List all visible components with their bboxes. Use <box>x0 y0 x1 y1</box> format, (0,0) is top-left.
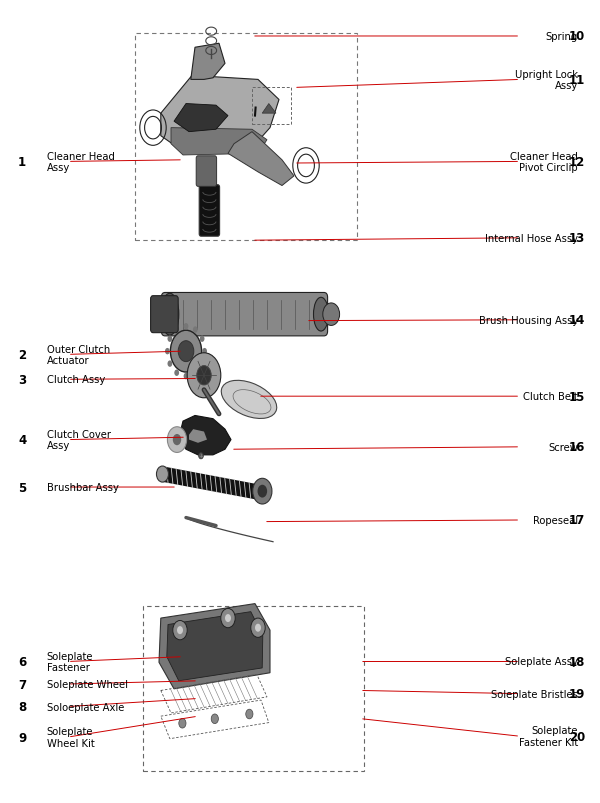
Polygon shape <box>228 132 294 186</box>
Circle shape <box>184 373 188 380</box>
Text: Soleplate
Fastener Kit: Soleplate Fastener Kit <box>518 726 578 747</box>
Text: Spring: Spring <box>545 32 578 42</box>
Text: Soleplate Bristles: Soleplate Bristles <box>491 689 578 699</box>
Text: Soloeplate Axle: Soloeplate Axle <box>47 702 124 711</box>
Bar <box>143 606 364 771</box>
Circle shape <box>178 341 194 362</box>
FancyBboxPatch shape <box>196 157 217 187</box>
Text: 15: 15 <box>569 390 585 403</box>
Circle shape <box>200 336 205 342</box>
Circle shape <box>197 366 211 385</box>
Circle shape <box>184 324 188 330</box>
Circle shape <box>253 479 272 504</box>
Text: 13: 13 <box>569 232 585 245</box>
Text: Soleplate
Fastener: Soleplate Fastener <box>47 651 94 672</box>
Circle shape <box>193 370 198 377</box>
FancyBboxPatch shape <box>161 293 328 336</box>
Circle shape <box>157 467 169 483</box>
Bar <box>135 34 357 241</box>
Text: 4: 4 <box>18 434 26 446</box>
Circle shape <box>221 609 235 628</box>
Circle shape <box>257 485 267 498</box>
Text: 11: 11 <box>569 74 585 87</box>
Polygon shape <box>167 612 263 681</box>
Text: Clutch Belt: Clutch Belt <box>523 392 578 402</box>
Text: Upright Lock
Assy: Upright Lock Assy <box>515 70 578 91</box>
Text: 12: 12 <box>569 156 585 169</box>
Polygon shape <box>191 44 225 80</box>
Text: Clutch Assy: Clutch Assy <box>47 375 105 385</box>
Text: Outer Clutch
Actuator: Outer Clutch Actuator <box>47 344 110 365</box>
Circle shape <box>225 614 231 622</box>
Circle shape <box>167 427 187 453</box>
Circle shape <box>170 331 202 373</box>
Circle shape <box>251 618 265 638</box>
Polygon shape <box>174 104 228 132</box>
Polygon shape <box>180 416 231 455</box>
Polygon shape <box>161 76 279 154</box>
Circle shape <box>173 434 181 446</box>
FancyBboxPatch shape <box>151 296 178 333</box>
Text: 5: 5 <box>18 481 26 494</box>
Text: 2: 2 <box>18 349 26 361</box>
Circle shape <box>177 626 183 634</box>
Circle shape <box>246 709 253 719</box>
Text: Brushbar Assy: Brushbar Assy <box>47 483 119 492</box>
Text: Cleaner Head
Pivot Circlip: Cleaner Head Pivot Circlip <box>510 152 578 173</box>
Text: 17: 17 <box>569 514 585 527</box>
Text: 14: 14 <box>569 314 585 327</box>
Circle shape <box>255 624 261 632</box>
Text: Soleplate Assy: Soleplate Assy <box>505 657 578 666</box>
Circle shape <box>211 714 218 724</box>
Text: 8: 8 <box>18 700 26 713</box>
Circle shape <box>167 336 172 342</box>
Circle shape <box>193 327 198 333</box>
Circle shape <box>173 621 187 640</box>
Text: 9: 9 <box>18 731 26 744</box>
Text: Soleplate
Wheel Kit: Soleplate Wheel Kit <box>47 727 95 748</box>
Polygon shape <box>262 104 276 114</box>
Circle shape <box>174 327 179 333</box>
Text: 6: 6 <box>18 655 26 668</box>
Text: 16: 16 <box>569 441 585 454</box>
Text: 10: 10 <box>569 31 585 43</box>
Text: 1: 1 <box>18 156 26 169</box>
Text: 3: 3 <box>18 373 26 386</box>
Ellipse shape <box>314 298 329 332</box>
Circle shape <box>167 361 172 367</box>
Circle shape <box>200 361 205 368</box>
Circle shape <box>165 349 170 355</box>
Ellipse shape <box>221 381 277 419</box>
Polygon shape <box>171 128 267 156</box>
Text: 18: 18 <box>569 655 585 668</box>
Circle shape <box>179 719 186 728</box>
Text: Soleplate Wheel: Soleplate Wheel <box>47 679 128 689</box>
Ellipse shape <box>161 294 179 336</box>
Text: 19: 19 <box>569 687 585 700</box>
Polygon shape <box>189 430 207 443</box>
Circle shape <box>187 353 221 398</box>
Text: Cleaner Head
Assy: Cleaner Head Assy <box>47 152 115 173</box>
FancyBboxPatch shape <box>199 185 220 237</box>
Text: Screw: Screw <box>548 442 578 452</box>
Text: 20: 20 <box>569 730 585 743</box>
Bar <box>252 88 291 124</box>
Circle shape <box>323 304 340 326</box>
Text: Ropeseal: Ropeseal <box>533 516 578 525</box>
Circle shape <box>199 453 203 459</box>
Text: Brush Housing Assy: Brush Housing Assy <box>479 316 578 325</box>
Polygon shape <box>159 604 270 689</box>
Circle shape <box>202 349 207 355</box>
Text: Clutch Cover
Assy: Clutch Cover Assy <box>47 430 111 450</box>
Circle shape <box>174 370 179 377</box>
Text: 7: 7 <box>18 678 26 691</box>
Text: Internal Hose Assy: Internal Hose Assy <box>485 234 578 243</box>
